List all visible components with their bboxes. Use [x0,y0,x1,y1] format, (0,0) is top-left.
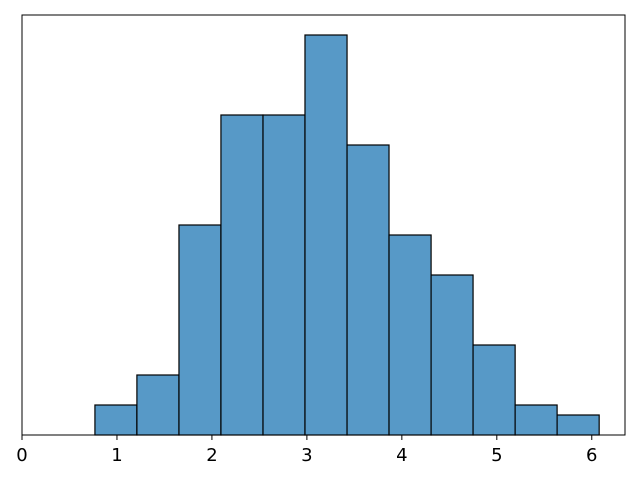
x-tick-label: 1 [111,445,122,466]
bar [136,374,180,436]
bar [262,114,306,436]
x-tick-label: 3 [301,445,312,466]
bar [304,34,348,436]
x-tick-label: 4 [396,445,407,466]
bar [94,404,138,436]
x-tick-label: 5 [491,445,502,466]
x-tick-label: 2 [206,445,217,466]
bar [220,114,264,436]
plot-frame [21,14,626,436]
bar [472,344,516,436]
x-tick-label: 6 [586,445,597,466]
x-tick-label: 0 [16,445,27,466]
bar [346,144,390,436]
bar [388,234,432,436]
bar [430,274,474,436]
bar [556,414,600,436]
bar [514,404,558,436]
bar [178,224,222,436]
